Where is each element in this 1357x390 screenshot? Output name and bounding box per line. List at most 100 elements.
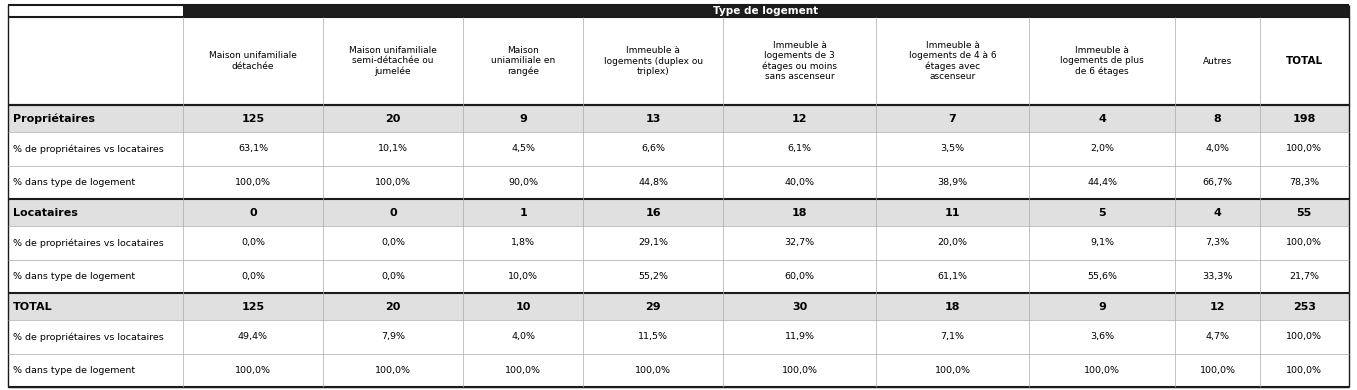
Text: Maison unifamiliale
semi-détachée ou
jumelée: Maison unifamiliale semi-détachée ou jum… — [349, 46, 437, 76]
Text: 0,0%: 0,0% — [381, 238, 404, 247]
Text: Locataires: Locataires — [14, 207, 77, 218]
Text: 8: 8 — [1213, 113, 1221, 124]
Text: 6,6%: 6,6% — [642, 144, 665, 153]
Bar — [8, 354, 1349, 387]
Text: 100,0%: 100,0% — [1200, 366, 1235, 375]
Text: Immeuble à
logements de plus
de 6 étages: Immeuble à logements de plus de 6 étages — [1060, 46, 1144, 76]
Text: 100,0%: 100,0% — [782, 366, 818, 375]
Text: 253: 253 — [1293, 301, 1316, 312]
Text: 100,0%: 100,0% — [1286, 332, 1322, 341]
Text: 10: 10 — [516, 301, 531, 312]
Text: 7,3%: 7,3% — [1205, 238, 1229, 247]
Text: 44,4%: 44,4% — [1087, 178, 1117, 187]
Bar — [8, 226, 1349, 260]
Text: 29,1%: 29,1% — [638, 238, 668, 247]
Text: 90,0%: 90,0% — [508, 178, 539, 187]
Text: 4,5%: 4,5% — [512, 144, 535, 153]
Text: 13: 13 — [646, 113, 661, 124]
Text: 100,0%: 100,0% — [1084, 366, 1120, 375]
Text: 10,1%: 10,1% — [377, 144, 408, 153]
Text: 5: 5 — [1098, 207, 1106, 218]
Text: 9: 9 — [1098, 301, 1106, 312]
Bar — [8, 199, 1349, 226]
Text: 20,0%: 20,0% — [938, 238, 968, 247]
Text: 49,4%: 49,4% — [237, 332, 267, 341]
Text: 55,2%: 55,2% — [638, 272, 668, 281]
Text: 11,5%: 11,5% — [638, 332, 668, 341]
Text: 9: 9 — [520, 113, 527, 124]
Text: 0,0%: 0,0% — [242, 238, 265, 247]
Text: 55: 55 — [1297, 207, 1312, 218]
Text: 7: 7 — [949, 113, 957, 124]
Text: 3,5%: 3,5% — [940, 144, 965, 153]
Bar — [8, 166, 1349, 199]
Text: 100,0%: 100,0% — [375, 366, 411, 375]
Text: 3,6%: 3,6% — [1090, 332, 1114, 341]
Text: 18: 18 — [792, 207, 807, 218]
Text: 7,1%: 7,1% — [940, 332, 965, 341]
Text: 12: 12 — [792, 113, 807, 124]
Text: 44,8%: 44,8% — [638, 178, 668, 187]
Text: 20: 20 — [385, 113, 400, 124]
Text: 33,3%: 33,3% — [1202, 272, 1232, 281]
Bar — [183, 5, 1349, 17]
Text: Type de logement: Type de logement — [714, 6, 818, 16]
Text: 9,1%: 9,1% — [1090, 238, 1114, 247]
Text: 11: 11 — [944, 207, 961, 218]
Text: 20: 20 — [385, 301, 400, 312]
Text: 125: 125 — [242, 301, 265, 312]
Bar — [8, 132, 1349, 166]
Text: 4: 4 — [1213, 207, 1221, 218]
Text: 0,0%: 0,0% — [381, 272, 404, 281]
Text: 1,8%: 1,8% — [512, 238, 535, 247]
Text: 12: 12 — [1209, 301, 1225, 312]
Text: Maison unifamiliale
détachée: Maison unifamiliale détachée — [209, 51, 297, 71]
Text: % de propriétaires vs locataires: % de propriétaires vs locataires — [14, 238, 164, 248]
Text: 40,0%: 40,0% — [784, 178, 814, 187]
Bar — [8, 260, 1349, 293]
Text: 0,0%: 0,0% — [242, 272, 265, 281]
Text: Immeuble à
logements de 4 à 6
étages avec
ascenseur: Immeuble à logements de 4 à 6 étages ave… — [909, 41, 996, 82]
Text: 78,3%: 78,3% — [1289, 178, 1319, 187]
Text: 0: 0 — [250, 207, 256, 218]
Text: 2,0%: 2,0% — [1090, 144, 1114, 153]
Text: 10,0%: 10,0% — [508, 272, 539, 281]
Bar — [8, 320, 1349, 354]
Text: Maison
uniamiliale en
rangée: Maison uniamiliale en rangée — [491, 46, 555, 76]
Text: % dans type de logement: % dans type de logement — [14, 272, 136, 281]
Text: 4,7%: 4,7% — [1205, 332, 1229, 341]
Text: 30: 30 — [792, 301, 807, 312]
Text: 38,9%: 38,9% — [938, 178, 968, 187]
Text: Immeuble à
logements de 3
étages ou moins
sans ascenseur: Immeuble à logements de 3 étages ou moin… — [763, 41, 837, 82]
Text: Propriétaires: Propriétaires — [14, 113, 95, 124]
Text: 100,0%: 100,0% — [1286, 366, 1322, 375]
Text: 29: 29 — [646, 301, 661, 312]
Text: 60,0%: 60,0% — [784, 272, 814, 281]
Text: % dans type de logement: % dans type de logement — [14, 178, 136, 187]
Text: 11,9%: 11,9% — [784, 332, 814, 341]
Bar — [8, 17, 1349, 105]
Text: 100,0%: 100,0% — [235, 366, 271, 375]
Text: 4,0%: 4,0% — [1205, 144, 1229, 153]
Text: 63,1%: 63,1% — [237, 144, 269, 153]
Bar — [8, 293, 1349, 320]
Text: 21,7%: 21,7% — [1289, 272, 1319, 281]
Text: 16: 16 — [646, 207, 661, 218]
Text: 100,0%: 100,0% — [1286, 238, 1322, 247]
Text: 1: 1 — [520, 207, 527, 218]
Text: % de propriétaires vs locataires: % de propriétaires vs locataires — [14, 332, 164, 342]
Text: Immeuble à
logements (duplex ou
triplex): Immeuble à logements (duplex ou triplex) — [604, 46, 703, 76]
Text: 7,9%: 7,9% — [381, 332, 404, 341]
Text: 125: 125 — [242, 113, 265, 124]
Text: TOTAL: TOTAL — [1285, 56, 1323, 66]
Text: 100,0%: 100,0% — [935, 366, 970, 375]
Text: 55,6%: 55,6% — [1087, 272, 1117, 281]
Text: TOTAL: TOTAL — [14, 301, 53, 312]
Text: 4,0%: 4,0% — [512, 332, 535, 341]
Text: 32,7%: 32,7% — [784, 238, 814, 247]
Text: 198: 198 — [1293, 113, 1316, 124]
Text: % dans type de logement: % dans type de logement — [14, 366, 136, 375]
Text: 0: 0 — [389, 207, 396, 218]
Text: 66,7%: 66,7% — [1202, 178, 1232, 187]
Text: 61,1%: 61,1% — [938, 272, 968, 281]
